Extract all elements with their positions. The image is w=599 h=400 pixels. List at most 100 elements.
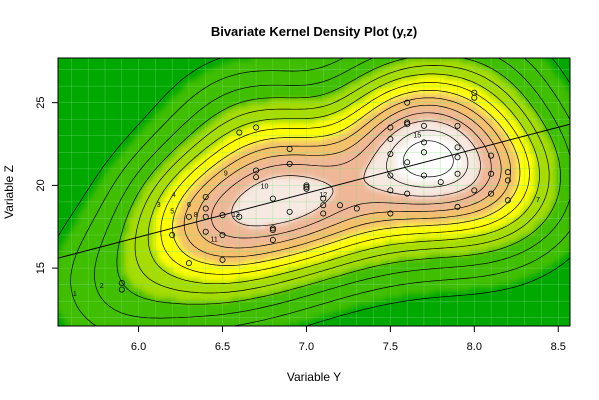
- data-point: [269, 236, 276, 243]
- data-point: [387, 172, 394, 179]
- x-tick-label: 7.5: [383, 341, 398, 353]
- x-tick-label: 8.5: [551, 341, 566, 353]
- data-point: [488, 170, 495, 177]
- contour-label: 2: [100, 283, 104, 290]
- data-point: [303, 185, 310, 192]
- contour-label: 9: [224, 170, 228, 177]
- x-axis: 6.0 6.5 7.0 7.5 8.0 8.5: [131, 326, 566, 353]
- data-point: [320, 202, 327, 209]
- data-point: [504, 169, 511, 176]
- contour-line: [147, 73, 540, 285]
- y-axis-label: Variable Z: [2, 165, 16, 219]
- data-point: [420, 172, 427, 179]
- data-point: [169, 232, 176, 239]
- data-point: [236, 213, 243, 220]
- contour-line: [116, 58, 561, 305]
- data-point: [303, 184, 310, 191]
- data-point: [286, 160, 293, 167]
- x-tick-label: 6.5: [215, 341, 230, 353]
- contour-line: [402, 140, 454, 178]
- contour-label: 7: [536, 197, 540, 204]
- contour-line: [94, 58, 570, 319]
- contour-lines: [58, 58, 570, 326]
- data-point: [504, 177, 511, 184]
- data-point: [269, 227, 276, 234]
- data-point: [404, 190, 411, 197]
- data-point: [219, 212, 226, 219]
- data-point: [303, 182, 310, 189]
- contour-label: 5: [170, 209, 174, 216]
- contour-label: 15: [413, 132, 421, 139]
- data-point: [236, 129, 243, 136]
- contour-label: 8: [194, 212, 198, 219]
- contour-line: [231, 120, 481, 227]
- data-point: [454, 203, 461, 210]
- data-point: [387, 187, 394, 194]
- contour-line: [386, 129, 469, 188]
- regression-line: [58, 123, 570, 259]
- data-point: [404, 159, 411, 166]
- data-point: [185, 213, 192, 220]
- data-point: [118, 279, 125, 286]
- data-point: [353, 205, 360, 212]
- y-tick-label: 20: [35, 179, 47, 191]
- data-point: [454, 154, 461, 161]
- data-point: [404, 119, 411, 126]
- contour-label: 4: [172, 192, 176, 199]
- contour-label: 1: [73, 291, 77, 298]
- data-point: [269, 195, 276, 202]
- data-point: [320, 210, 327, 217]
- x-tick-label: 8.0: [467, 341, 482, 353]
- x-axis-label: Variable Y: [287, 370, 341, 384]
- contour-line: [183, 97, 511, 258]
- data-point: [320, 195, 327, 202]
- data-point: [454, 122, 461, 129]
- data-point: [253, 174, 260, 181]
- grid-lines: [58, 58, 570, 326]
- contour-line: [172, 89, 521, 266]
- contour-label: 13: [232, 212, 240, 219]
- data-point: [420, 139, 427, 146]
- data-point: [219, 232, 226, 239]
- x-tick-label: 7.0: [299, 341, 314, 353]
- contour-label: 12: [319, 192, 327, 199]
- data-point: [202, 193, 209, 200]
- data-point: [387, 210, 394, 217]
- contour-line: [70, 58, 570, 326]
- data-point: [202, 205, 209, 212]
- data-point: [118, 286, 125, 293]
- y-tick-label: 15: [35, 262, 47, 274]
- data-point: [420, 149, 427, 156]
- x-tick-label: 6.0: [131, 341, 146, 353]
- contour-label: 10: [261, 184, 269, 191]
- data-point: [504, 197, 511, 204]
- data-point: [454, 170, 461, 177]
- contour-line: [196, 104, 502, 249]
- data-point: [286, 208, 293, 215]
- data-point: [488, 190, 495, 197]
- data-point: [387, 150, 394, 157]
- data-point: [471, 187, 478, 194]
- data-point: [219, 256, 226, 263]
- data-point: [337, 202, 344, 209]
- data-point: [404, 121, 411, 128]
- data-point: [185, 260, 192, 267]
- contour-line: [211, 112, 492, 239]
- data-point: [454, 144, 461, 151]
- data-point: [488, 152, 495, 159]
- data-point: [202, 228, 209, 235]
- data-point: [253, 167, 260, 174]
- chart-title: Bivariate Kernel Density Plot (y,z): [211, 24, 417, 39]
- y-axis: 15 20 25: [35, 97, 58, 274]
- data-point: [286, 145, 293, 152]
- data-point: [420, 122, 427, 129]
- contour-label: 6: [187, 202, 191, 209]
- data-points: [118, 89, 511, 293]
- data-point: [202, 213, 209, 220]
- contour-line: [160, 82, 530, 275]
- contour-label: 11: [210, 237, 217, 244]
- data-point: [253, 124, 260, 131]
